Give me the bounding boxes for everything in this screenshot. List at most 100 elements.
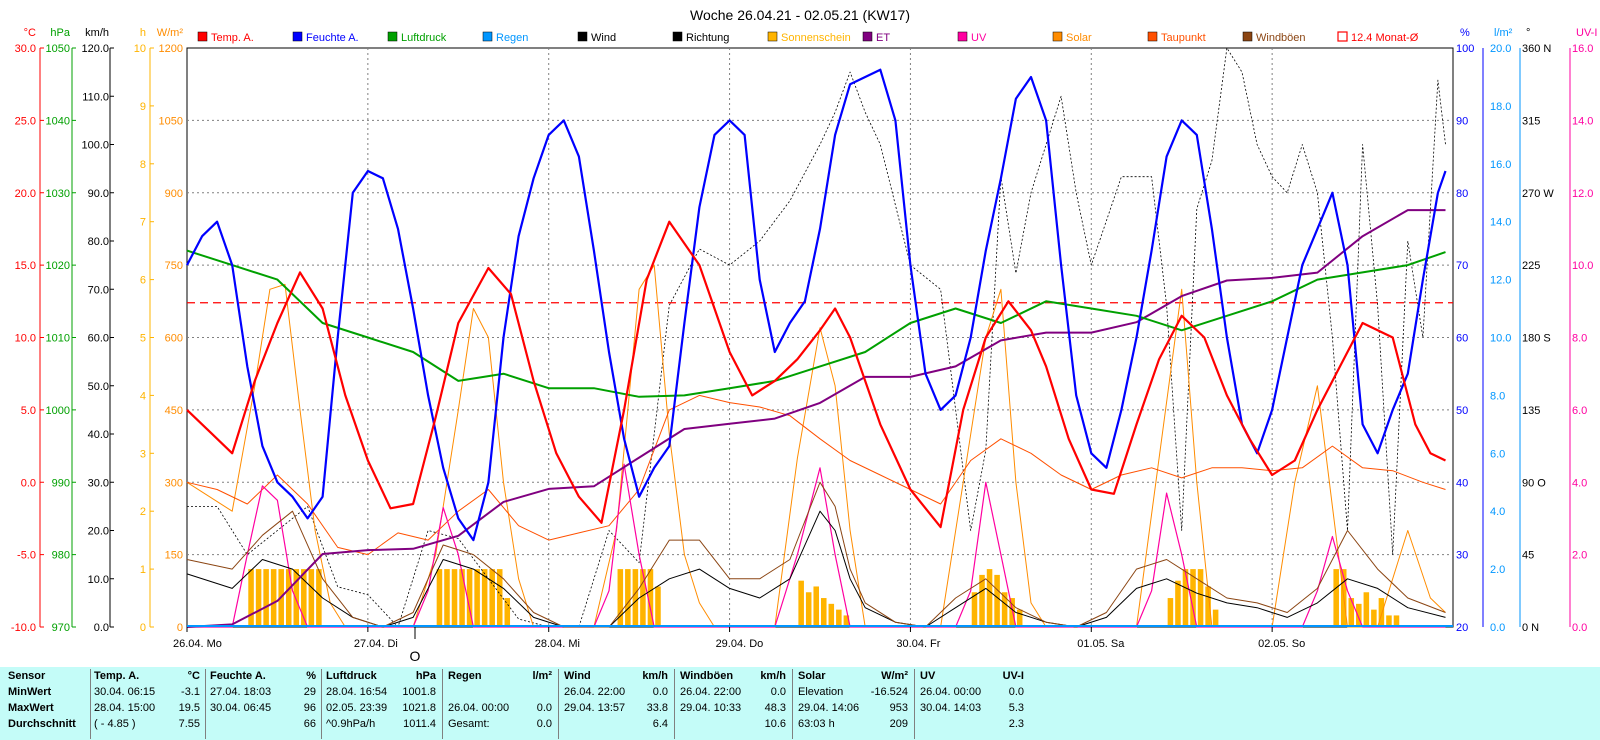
dir-axis-tick-label: 45: [1522, 550, 1534, 562]
sunshine-bar: [459, 569, 465, 627]
temp-name: Temp. A.: [94, 670, 140, 682]
sunshine-bar: [1356, 603, 1362, 627]
press-axis-tick-label: 1010: [46, 333, 70, 345]
temp-axis-tick-label: 20.0: [15, 188, 36, 200]
axes: 30.025.020.015.010.05.00.0-5.0-10.0°C105…: [11, 27, 1597, 634]
wind-avg-value: 6.4: [652, 718, 668, 730]
sunshine-bar: [1167, 598, 1174, 627]
uv-axis-unit: UV-I: [1576, 27, 1597, 39]
solar-axis-tick-label: 0: [177, 622, 183, 634]
legend-label: Solar: [1066, 32, 1092, 44]
legend-swatch: [1147, 31, 1158, 42]
sunshine-bar: [1182, 569, 1189, 627]
separator: [558, 669, 559, 739]
sunshine-bar: [813, 586, 819, 627]
solar-max-time: 29.04. 14:06: [798, 702, 860, 714]
hum-axis-tick-label: 40: [1456, 477, 1468, 489]
solar-axis-unit: W/m²: [157, 27, 184, 39]
label-min: MinWert: [8, 686, 52, 698]
press-trend: ^0.9hPa/h: [326, 718, 376, 730]
day-labels: 26.04. Mo 27.04. Di 28.04. Mi 29.04. Do 30.0…: [173, 627, 1305, 664]
sunshine-bar: [828, 603, 835, 627]
wind-max-value: 33.8: [646, 702, 668, 714]
sun-axis-tick-label: 2: [140, 506, 146, 518]
wind-axis-tick-label: 120.0: [81, 43, 109, 55]
temp-axis-unit: °C: [24, 27, 36, 39]
series-lines: [186, 47, 1453, 628]
dir-axis-tick-label: 90 O: [1522, 477, 1546, 489]
rain-axis-tick-label: 20.0: [1490, 43, 1511, 55]
sunshine-bar: [798, 580, 804, 627]
wind-axis-tick-label: 90.0: [88, 188, 109, 200]
hum-axis-tick-label: 90: [1456, 115, 1468, 127]
wind-name: Wind: [564, 670, 591, 682]
hum-axis-tick-label: 70: [1456, 260, 1468, 272]
sunshine-bar: [986, 569, 993, 627]
press-axis-tick-label: 1050: [46, 43, 70, 55]
dir-axis-tick-label: 315: [1522, 115, 1540, 127]
rain-name: Regen: [448, 670, 482, 682]
sunshine-bar: [805, 592, 812, 627]
day-label: 02.05. So: [1258, 638, 1305, 650]
sunshine-bar: [1016, 609, 1023, 627]
legend-label: 12.4 Monat-Ø: [1351, 32, 1419, 44]
legend-label: ET: [876, 32, 890, 44]
legend-label: Windböen: [1256, 32, 1306, 44]
solar-axis-tick-label: 1200: [159, 43, 183, 55]
separator: [321, 669, 322, 739]
sunshine-bar: [647, 569, 654, 627]
gust-name: Windböen: [680, 670, 734, 682]
legend-label: Temp. A.: [211, 32, 254, 44]
temp-max-value: 19.5: [178, 702, 200, 714]
sunshine-bar: [1009, 598, 1015, 627]
gust-max-value: 48.3: [764, 702, 786, 714]
press-avg-value: 1011.4: [403, 718, 436, 730]
press-unit: hPa: [415, 670, 436, 682]
rain-unit: l/m²: [532, 670, 552, 682]
rain-axis-tick-label: 14.0: [1490, 217, 1511, 229]
temp-axis-tick-label: 0.0: [21, 477, 36, 489]
hum-max-value: 96: [303, 702, 316, 714]
day-label: 29.04. Do: [716, 638, 764, 650]
rain-axis-tick-label: 8.0: [1490, 390, 1505, 402]
chart-title: Woche 26.04.21 - 02.05.21 (KW17): [690, 7, 910, 23]
wind-axis-tick-label: 30.0: [88, 477, 109, 489]
wind-axis-tick-label: 0.0: [94, 622, 109, 634]
hum-avg-value: 66: [303, 718, 316, 730]
sunshine-bar: [994, 574, 1000, 627]
sun-axis-tick-label: 6: [140, 275, 146, 287]
sunshine-bar: [655, 586, 661, 627]
rain-max-value: 0.0: [536, 702, 552, 714]
solar-axis-tick-label: 300: [165, 477, 183, 489]
temp-axis-tick-label: 15.0: [15, 260, 36, 272]
hum-max-time: 30.04. 06:45: [210, 702, 272, 714]
temp-axis-tick-label: -10.0: [11, 622, 36, 634]
grid: [186, 47, 1454, 628]
sunshine-bar: [640, 569, 646, 627]
wind-axis-tick-label: 10.0: [88, 574, 109, 586]
sunshine-bar: [1001, 592, 1008, 627]
rain-axis-tick-label: 18.0: [1490, 101, 1511, 113]
rain-axis-tick-label: 6.0: [1490, 448, 1505, 460]
sunshine-bar: [285, 569, 292, 627]
sunshine-bar: [1393, 615, 1400, 627]
sunshine-bar: [451, 569, 458, 627]
sunshine-bar: [496, 569, 503, 627]
wind-axis-tick-label: 80.0: [88, 236, 109, 248]
series-temp-a: [186, 220, 1446, 529]
sunshine-bar: [979, 574, 985, 627]
press-max-time: 02.05. 23:39: [326, 702, 388, 714]
rain-axis-tick-label: 10.0: [1490, 333, 1511, 345]
temp-axis-tick-label: 10.0: [15, 333, 36, 345]
uv-min-value: 0.0: [1008, 686, 1024, 698]
separator: [90, 669, 91, 739]
uv-axis-tick-label: 0.0: [1572, 622, 1587, 634]
wind-axis-tick-label: 70.0: [88, 284, 109, 296]
sunshine-bar: [836, 609, 842, 627]
series-et: [186, 209, 1446, 628]
press-min-time: 28.04. 16:54: [326, 686, 388, 698]
legend-swatch: [387, 31, 398, 42]
uv-avg-value: 2.3: [1008, 718, 1024, 730]
press-name: Luftdruck: [326, 670, 377, 682]
series-wind: [186, 510, 1446, 628]
